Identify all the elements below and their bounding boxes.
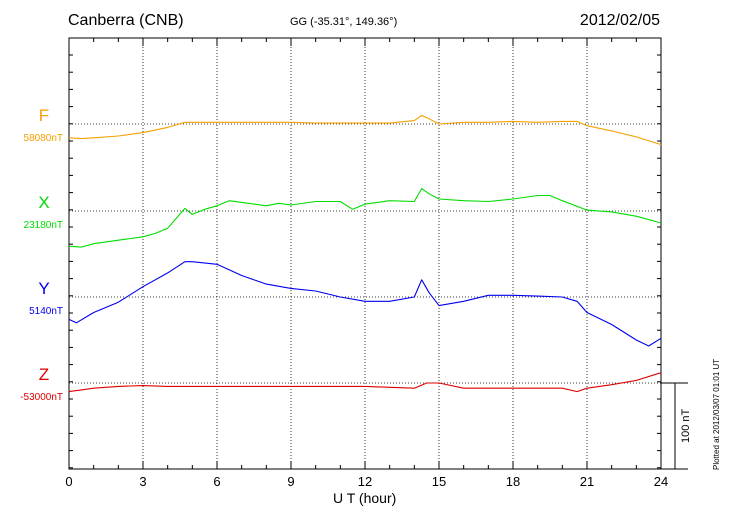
x-tick-label: 9 bbox=[287, 474, 294, 489]
x-tick-label: 0 bbox=[65, 474, 72, 489]
x-axis-label: U T (hour) bbox=[333, 490, 397, 506]
series-baseline-z: -53000nT bbox=[20, 392, 63, 403]
date-label: 2012/02/05 bbox=[579, 12, 660, 29]
x-tick-label: 18 bbox=[506, 474, 520, 489]
station-title: Canberra (CNB) bbox=[68, 12, 184, 29]
series-line-x bbox=[68, 188, 662, 248]
x-tick-label: 21 bbox=[580, 474, 594, 489]
x-tick-label: 12 bbox=[358, 474, 372, 489]
series-line-y bbox=[68, 261, 662, 347]
series-name-z: Z bbox=[39, 365, 49, 384]
series-line-f bbox=[68, 114, 662, 146]
x-tick-label: 24 bbox=[654, 474, 668, 489]
series-name-x: X bbox=[38, 193, 49, 212]
x-tick-label: 15 bbox=[432, 474, 446, 489]
series-baseline-x: 23180nT bbox=[24, 220, 63, 231]
series-baseline-y: 5140nT bbox=[29, 306, 63, 317]
series-name-f: F bbox=[39, 106, 49, 125]
series-baseline-f: 58080nT bbox=[24, 133, 63, 144]
series-name-y: Y bbox=[38, 279, 49, 298]
x-tick-label: 6 bbox=[213, 474, 220, 489]
x-tick-label: 3 bbox=[139, 474, 146, 489]
coordinates-label: GG (-35.31°, 149.36°) bbox=[290, 16, 398, 28]
series-line-z bbox=[68, 372, 662, 393]
